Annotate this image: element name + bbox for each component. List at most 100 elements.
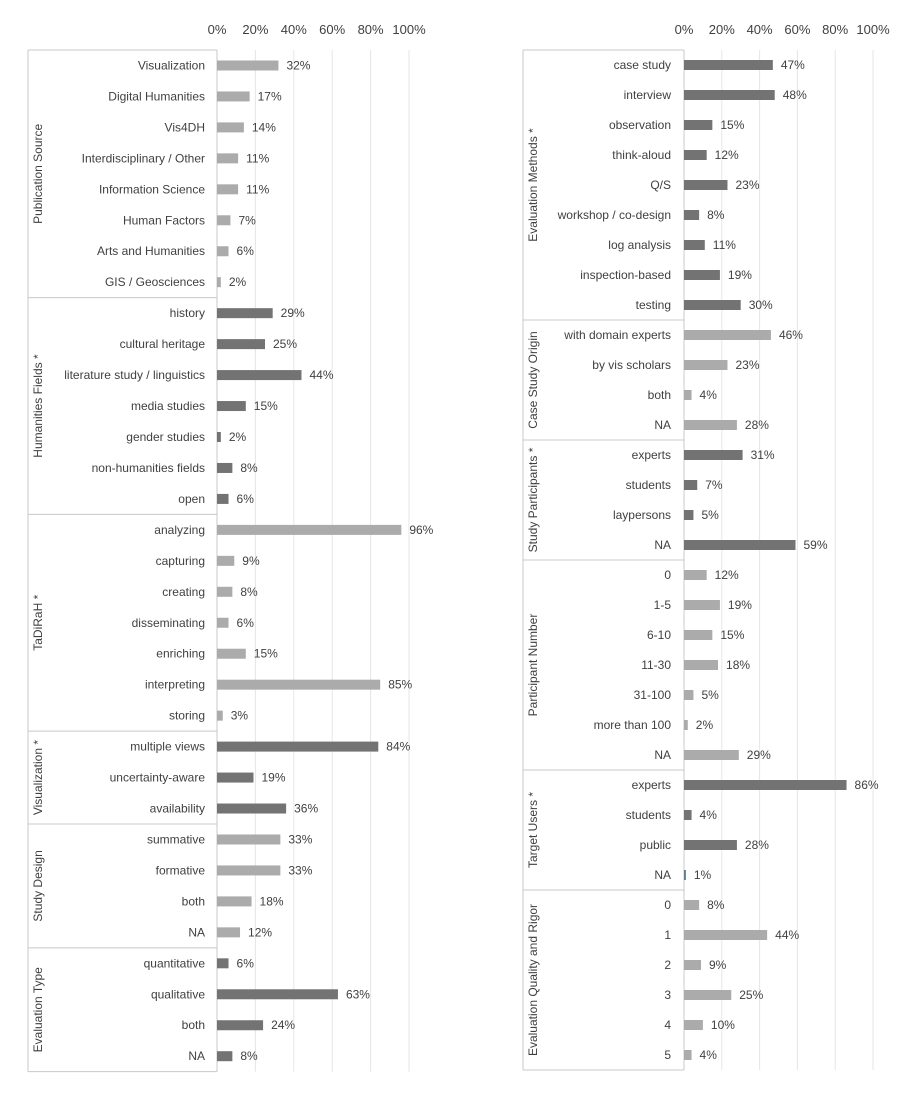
bar	[684, 180, 728, 190]
category-label: 1-5	[654, 598, 672, 612]
x-tick-label: 40%	[281, 22, 307, 37]
data-label: 8%	[707, 208, 725, 222]
data-label: 6%	[237, 616, 255, 630]
category-label: GIS / Geosciences	[105, 275, 205, 289]
data-label: 24%	[271, 1018, 295, 1032]
category-label: 31-100	[634, 688, 672, 702]
data-label: 96%	[409, 523, 433, 537]
data-label: 19%	[728, 598, 752, 612]
bar	[684, 300, 741, 310]
data-label: 6%	[237, 492, 255, 506]
data-label: 28%	[745, 838, 769, 852]
data-label: 1%	[694, 868, 712, 882]
data-label: 85%	[388, 678, 412, 692]
bar	[217, 679, 381, 690]
category-label: quantitative	[144, 956, 206, 970]
bar	[684, 990, 732, 1000]
category-label: literature study / linguistics	[64, 368, 205, 382]
data-label: 4%	[700, 1048, 718, 1062]
category-label: NA	[654, 868, 671, 882]
bar	[684, 870, 686, 880]
category-label: testing	[636, 298, 671, 312]
bar	[217, 370, 302, 381]
category-label: Information Science	[99, 182, 205, 196]
category-label: 2	[664, 958, 671, 972]
category-label: Digital Humanities	[108, 89, 205, 103]
bar	[684, 390, 692, 400]
bar	[217, 586, 233, 597]
category-label: interpreting	[145, 678, 205, 692]
chart-panel-1: 0% 20% 40% 60% 80% 100% Publication Source Visu…	[27, 22, 434, 1073]
data-label: 33%	[288, 863, 312, 877]
bar	[684, 150, 707, 160]
bar	[684, 540, 796, 550]
bar	[217, 989, 338, 1000]
category-label: analyzing	[154, 523, 205, 537]
category-label: experts	[632, 448, 671, 462]
group-label: Humanities Fields *	[31, 354, 45, 458]
category-label: both	[182, 894, 205, 908]
category-label: more than 100	[594, 718, 672, 732]
bar	[217, 958, 229, 969]
category-label: storing	[169, 709, 205, 723]
data-label: 44%	[775, 928, 799, 942]
category-label: 6-10	[647, 628, 671, 642]
x-tick-label: 100%	[856, 22, 890, 37]
data-label: 2%	[696, 718, 714, 732]
category-label: NA	[654, 418, 671, 432]
category-label: 4	[664, 1018, 671, 1032]
category-label: non-humanities fields	[92, 461, 205, 475]
category-label: media studies	[131, 399, 205, 413]
data-label: 17%	[258, 89, 282, 103]
bar	[217, 524, 402, 535]
category-label: NA	[188, 925, 205, 939]
bar	[217, 184, 239, 195]
bar	[684, 930, 768, 940]
bar	[684, 660, 719, 670]
group-label: TaDiRaH *	[31, 594, 45, 650]
bar	[684, 450, 743, 460]
category-label: 3	[664, 988, 671, 1002]
data-label: 33%	[288, 832, 312, 846]
x-tick-label: 80%	[358, 22, 384, 37]
data-label: 86%	[855, 778, 879, 792]
x-tick-label: 20%	[709, 22, 735, 37]
data-label: 19%	[728, 268, 752, 282]
category-label: Arts and Humanities	[97, 244, 205, 258]
bar	[684, 960, 702, 970]
category-label: log analysis	[608, 238, 671, 252]
category-label: public	[640, 838, 671, 852]
data-label: 84%	[386, 740, 410, 754]
group-label: Publication Source	[31, 123, 45, 223]
category-label: with domain experts	[563, 328, 671, 342]
category-label: history	[170, 306, 205, 320]
category-label: 0	[664, 898, 671, 912]
bar	[684, 120, 713, 130]
bar	[684, 1020, 703, 1030]
bar	[217, 555, 235, 566]
category-label: by vis scholars	[592, 358, 671, 372]
data-label: 11%	[246, 182, 269, 196]
bar	[684, 840, 737, 850]
category-label: both	[182, 1018, 205, 1032]
bar	[217, 772, 254, 783]
category-label: enriching	[156, 647, 205, 661]
category-label: laypersons	[613, 508, 671, 522]
category-label: 0	[664, 568, 671, 582]
category-label: formative	[156, 863, 206, 877]
group-label: Study Participants *	[526, 447, 540, 552]
bar	[684, 1050, 692, 1060]
category-label: Interdisciplinary / Other	[82, 151, 205, 165]
bar	[217, 710, 223, 721]
bar	[217, 153, 239, 164]
category-label: both	[648, 388, 671, 402]
chart-panel-2: 0% 20% 40% 60% 80% 100% Evaluation Methods * ca…	[522, 22, 890, 1071]
group-label: Case Study Origin	[526, 331, 540, 428]
bar	[684, 630, 713, 640]
bar	[684, 600, 720, 610]
data-label: 15%	[720, 628, 744, 642]
category-label: NA	[188, 1049, 205, 1063]
category-label: 5	[664, 1048, 671, 1062]
data-label: 31%	[751, 448, 775, 462]
data-label: 9%	[709, 958, 727, 972]
